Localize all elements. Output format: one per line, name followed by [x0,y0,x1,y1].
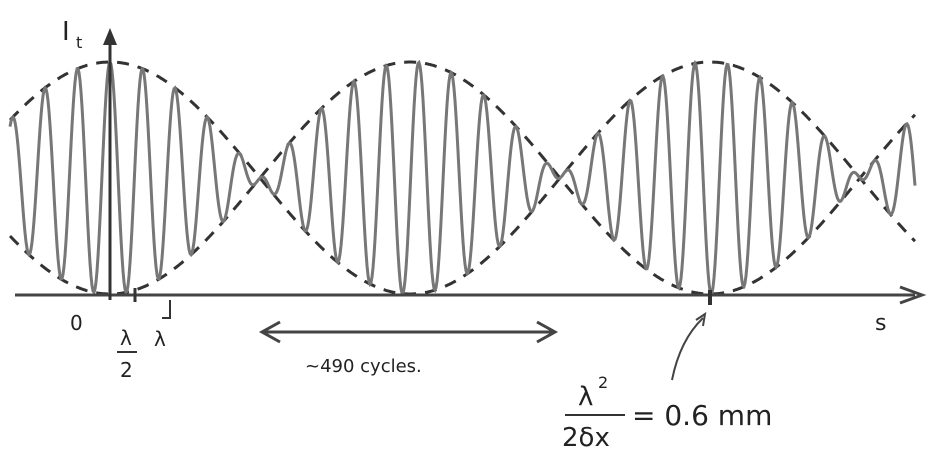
y-label: I [62,17,70,47]
envelope [8,60,917,296]
tick [162,300,171,319]
half-wavelength-num: λ [120,326,132,350]
wavelength-label: λ [154,327,166,351]
curves [8,58,917,297]
x-label: s [875,311,886,336]
formula-denominator: 2δx [562,423,610,453]
pointer [671,317,704,381]
formula-result: = 0.6 mm [632,399,772,432]
y-label-sub: t [76,33,82,52]
y-axis-arrow [103,28,117,45]
pointer-head [695,311,707,327]
cycles-annotation: ~490 cycles. [305,356,422,377]
x-axis-arrow [899,285,927,305]
origin-label: 0 [70,311,83,335]
half-wavelength-den: 2 [120,358,133,382]
formula-numerator: λ [578,382,593,412]
interference-signal [8,58,917,297]
arrow-heads [258,320,559,344]
formula-numerator-sup: 2 [598,373,608,392]
